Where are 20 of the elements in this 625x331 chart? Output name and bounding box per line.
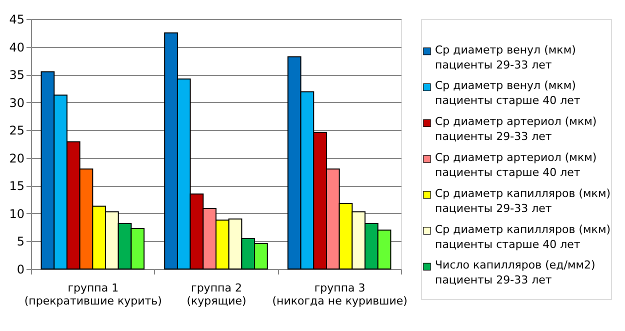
x-tick-label: группа 1 (прекратившие курить) <box>24 282 162 308</box>
x-tick-label: группа 2 (курящие) <box>186 282 246 308</box>
y-tick-label: 5 <box>16 234 24 249</box>
y-tick-label: 40 <box>9 40 24 54</box>
legend-label: Ср диаметр капилляров (мкм) пациенты старше 40 лет <box>435 222 611 251</box>
y-tick-label: 45 <box>9 12 24 26</box>
legend-label: Ср диаметр венул (мкм) пациенты 29-33 лет <box>435 43 576 72</box>
legend-label: Ср диаметр артериол (мкм) пациенты 29-33 лет <box>435 115 597 144</box>
y-tick-label: 30 <box>9 96 24 110</box>
y-tick-label: 25 <box>9 124 24 138</box>
legend-label: Ср диаметр капилляров (мкм) пациенты 29-33 лет <box>435 186 611 215</box>
x-tick-label: группа 3 (никогда не курившие) <box>272 282 408 308</box>
y-tick-label: 15 <box>9 179 24 194</box>
y-tick-label: 0 <box>16 262 24 276</box>
y-tick-label: 10 <box>9 206 24 221</box>
legend-label: Ср диаметр артериол (мкм) пациенты старше 40 лет <box>435 151 597 179</box>
legend-label: Ср диаметр венул (мкм) пациенты старше 40 лет <box>435 79 581 108</box>
y-tick-label: 20 <box>9 151 24 166</box>
legend-label: Число капилляров (ед/мм2) пациенты 29-33 лет <box>435 258 596 287</box>
y-tick-label: 35 <box>9 68 24 82</box>
